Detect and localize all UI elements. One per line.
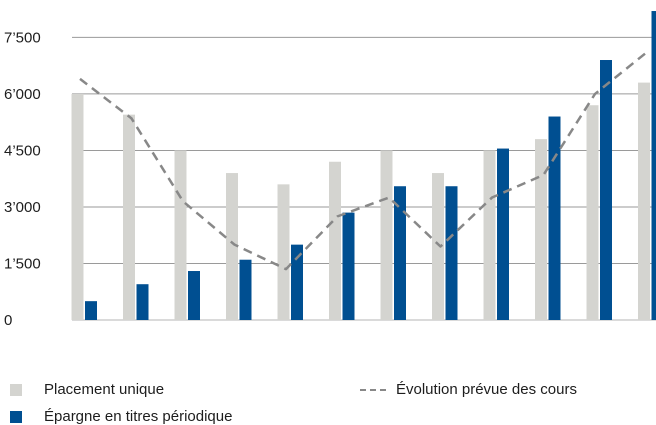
legend-label-epargne: Épargne en titres périodique <box>44 408 233 425</box>
y-tick-label: 0 <box>4 312 12 329</box>
bar-epargne <box>239 259 252 320</box>
bar-placement-unique <box>174 150 187 320</box>
bar-placement-unique <box>277 184 290 320</box>
legend-swatch-placement-unique <box>10 383 22 396</box>
legend-swatch-evolution <box>360 388 386 391</box>
price-line <box>79 51 648 271</box>
y-tick-label: 6’000 <box>4 86 41 103</box>
gridlines <box>72 36 656 321</box>
bar-epargne <box>497 148 509 320</box>
bar-placement-unique <box>638 82 650 320</box>
bar-epargne <box>600 60 612 321</box>
y-tick-label: 1’500 <box>4 255 41 272</box>
y-tick-label: 7’500 <box>4 29 41 46</box>
bar-epargne <box>136 284 149 320</box>
legend-swatch-epargne <box>10 410 22 423</box>
bar-epargne <box>342 212 355 320</box>
bar-placement-unique <box>329 161 341 320</box>
bar-epargne <box>445 186 458 320</box>
bar-placement-unique <box>483 150 496 320</box>
bar-placement-unique <box>71 93 84 320</box>
y-axis-ticks: 0 1’500 3’000 4’500 6’000 7’500 <box>4 29 41 329</box>
bar-epargne <box>291 244 303 320</box>
y-tick-label: 4’500 <box>4 142 41 159</box>
bar-placement-unique <box>586 105 599 320</box>
line-evolution-prevue <box>79 51 648 271</box>
bar-placement-unique <box>123 114 135 320</box>
y-tick-label: 3’000 <box>4 199 41 216</box>
bar-epargne <box>548 116 561 320</box>
bar-placement-unique <box>535 139 547 320</box>
bar-epargne <box>188 271 200 320</box>
bar-placement-unique <box>432 173 444 320</box>
chart: 0 1’500 3’000 4’500 6’000 7’500 <box>4 11 656 329</box>
legend-label-evolution: Évolution prévue des cours <box>396 381 577 398</box>
legend-item-evolution: Évolution prévue des cours <box>360 381 577 398</box>
bar-placement-unique <box>380 150 393 320</box>
bars <box>71 11 656 321</box>
bar-epargne <box>85 301 97 320</box>
bar-epargne <box>651 11 656 321</box>
bar-placement-unique <box>226 173 238 320</box>
legend-label-placement-unique: Placement unique <box>44 381 165 398</box>
legend-item-placement-unique: Placement unique <box>10 381 164 398</box>
legend-item-epargne: Épargne en titres périodique <box>10 408 232 425</box>
bar-epargne <box>394 186 406 320</box>
